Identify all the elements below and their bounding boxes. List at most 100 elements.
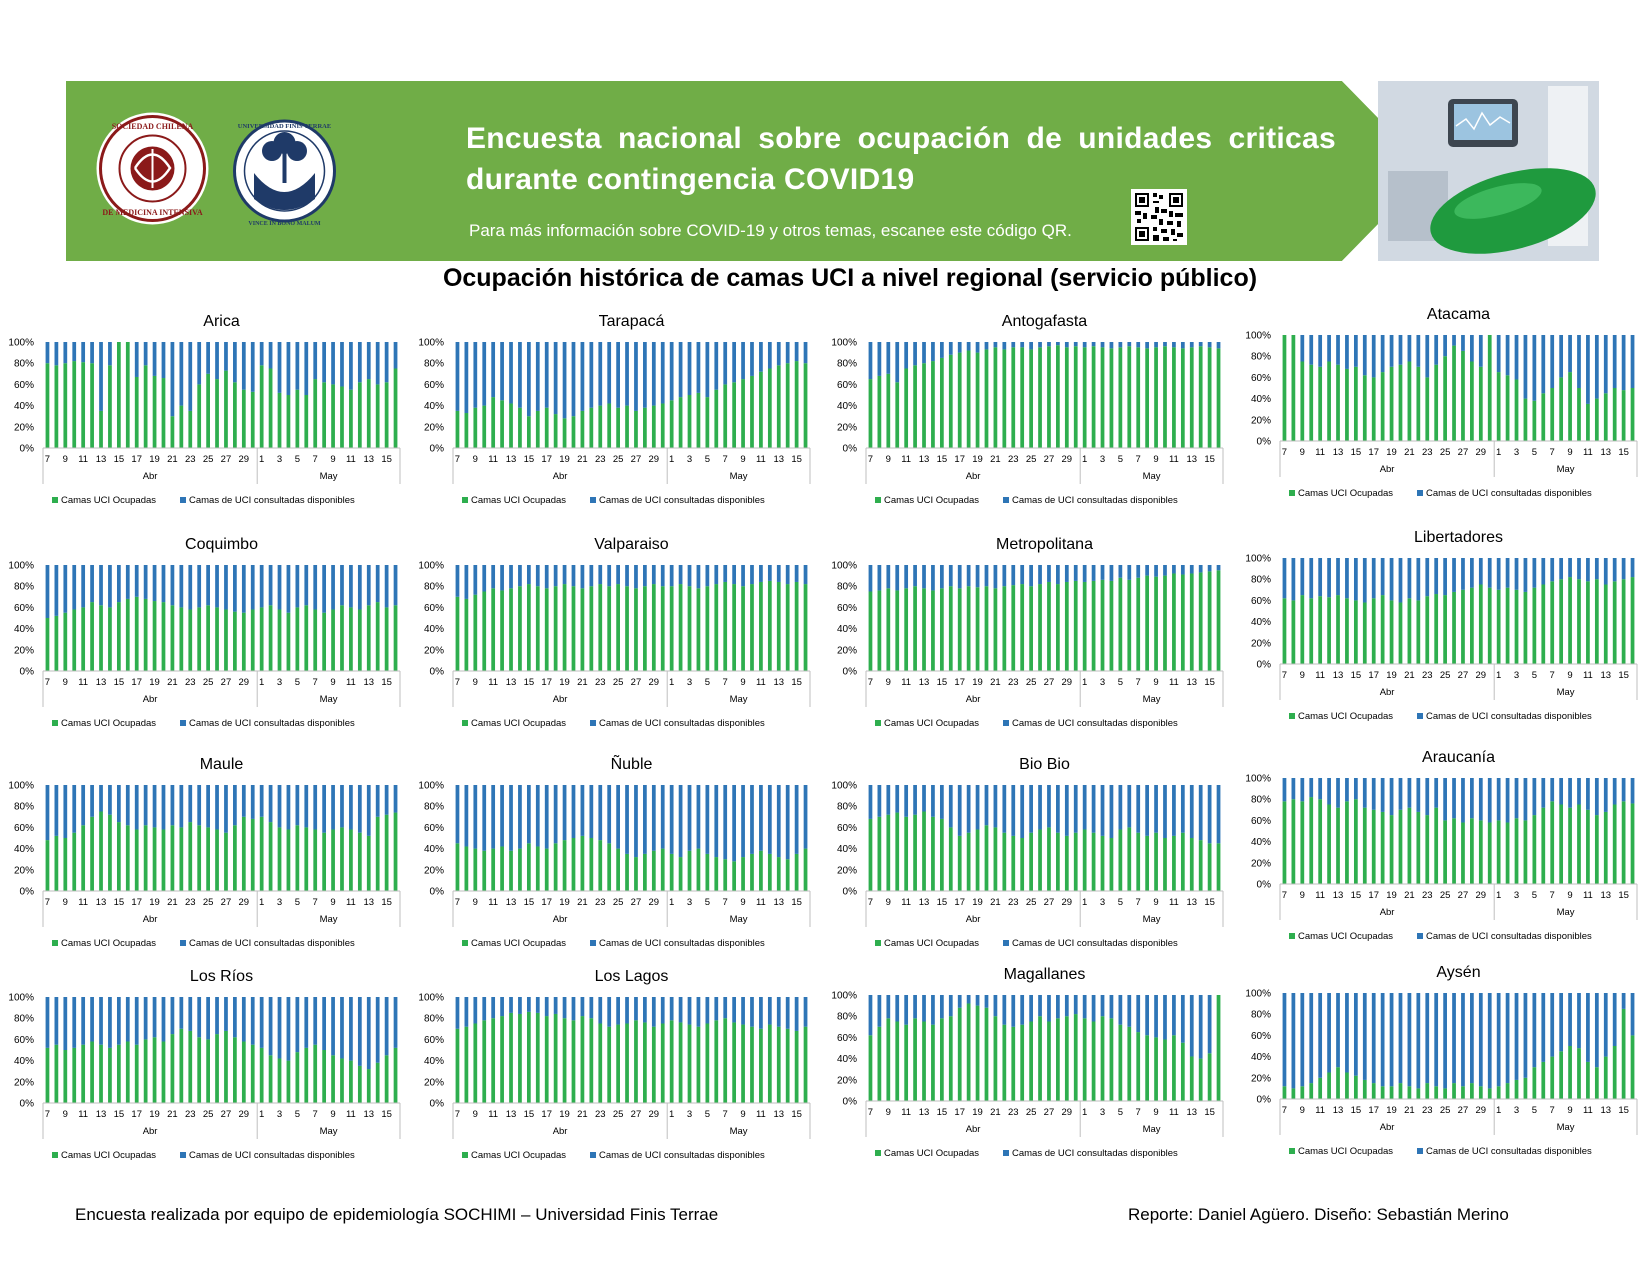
- bar-ocupadas: [179, 827, 184, 891]
- bar-disponibles: [643, 785, 647, 854]
- bar-ocupadas: [1345, 801, 1349, 884]
- bar-disponibles: [1291, 778, 1296, 800]
- bar-disponibles: [90, 565, 94, 603]
- x-tick-label: 23: [595, 1109, 606, 1120]
- bar-ocupadas: [651, 1026, 656, 1103]
- bar-disponibles: [1541, 993, 1546, 1062]
- qr-code-icon[interactable]: [1131, 189, 1187, 245]
- bar-ocupadas: [904, 588, 909, 671]
- bar-ocupadas: [99, 605, 103, 671]
- bar-disponibles: [1514, 993, 1519, 1080]
- bar-disponibles: [108, 342, 112, 366]
- bar-ocupadas: [170, 416, 175, 448]
- x-tick-label: 7: [455, 454, 460, 465]
- bar-ocupadas: [1496, 589, 1501, 664]
- bar-disponibles: [455, 997, 460, 1029]
- bar-disponibles: [1282, 993, 1287, 1087]
- x-group-label: May: [1557, 907, 1575, 918]
- bar-ocupadas: [45, 363, 50, 448]
- bar-disponibles: [1398, 558, 1403, 603]
- x-tick-label: 15: [381, 677, 392, 688]
- x-tick-label: 13: [363, 454, 374, 465]
- bar-ocupadas: [259, 365, 264, 448]
- bar-disponibles: [1198, 342, 1203, 347]
- bar-ocupadas: [81, 1044, 86, 1103]
- bar-ocupadas: [1586, 581, 1590, 664]
- bar-ocupadas: [723, 384, 728, 448]
- x-tick-label: 13: [506, 897, 517, 908]
- bar-ocupadas: [1523, 398, 1528, 441]
- x-tick-label: 13: [1333, 670, 1344, 681]
- bar-ocupadas: [1559, 1051, 1564, 1099]
- x-tick-label: 11: [901, 897, 911, 908]
- bar-disponibles: [975, 995, 980, 1006]
- bar-ocupadas: [1172, 573, 1176, 671]
- bar-ocupadas: [1038, 829, 1042, 891]
- bar-disponibles: [931, 342, 935, 362]
- legend-label: Camas de UCI consultadas disponibles: [1012, 495, 1178, 506]
- x-tick-label: 23: [185, 1109, 196, 1120]
- x-tick-label: 15: [791, 677, 802, 688]
- bar-ocupadas: [1362, 1079, 1367, 1099]
- x-tick-label: 21: [167, 1109, 178, 1120]
- x-tick-label: 11: [1169, 1107, 1179, 1118]
- bar-disponibles: [1189, 565, 1194, 574]
- bar-disponibles: [295, 565, 300, 608]
- bar-disponibles: [794, 565, 799, 582]
- bar-disponibles: [1594, 335, 1599, 399]
- bar-disponibles: [1198, 785, 1203, 841]
- x-tick-label: 13: [506, 1109, 517, 1120]
- bar-ocupadas: [1109, 580, 1114, 671]
- x-tick-label: 21: [990, 454, 1001, 465]
- x-group-label: May: [1557, 464, 1575, 475]
- legend-swatch: [1003, 720, 1009, 726]
- x-tick-label: 9: [1300, 1105, 1305, 1116]
- bar-disponibles: [1389, 993, 1394, 1087]
- bar-disponibles: [1389, 778, 1394, 816]
- x-group-label: Abr: [143, 694, 158, 705]
- bar-disponibles: [643, 997, 647, 1023]
- x-tick-label: 5: [705, 677, 710, 688]
- x-tick-label: 7: [313, 454, 318, 465]
- bar-ocupadas: [357, 382, 362, 448]
- bar-disponibles: [108, 565, 112, 608]
- bar-disponibles: [877, 342, 882, 376]
- bar-ocupadas: [170, 605, 175, 671]
- y-tick-label: 60%: [14, 380, 34, 391]
- x-tick-label: 19: [149, 897, 160, 908]
- bar-disponibles: [732, 997, 737, 1023]
- bar-ocupadas: [99, 1044, 103, 1103]
- bar-ocupadas: [1282, 1086, 1287, 1099]
- bar-ocupadas: [340, 605, 344, 671]
- x-group-label: May: [1143, 914, 1161, 925]
- bar-disponibles: [250, 565, 255, 610]
- bar-disponibles: [295, 785, 300, 826]
- bar-ocupadas: [957, 835, 962, 891]
- bar-disponibles: [984, 342, 989, 350]
- bar-ocupadas: [660, 403, 665, 448]
- bar-ocupadas: [984, 586, 989, 671]
- bar-disponibles: [776, 565, 781, 582]
- bar-ocupadas: [518, 407, 522, 448]
- bar-disponibles: [1091, 785, 1096, 833]
- bar-disponibles: [957, 565, 962, 589]
- x-tick-label: 7: [1136, 677, 1141, 688]
- bar-disponibles: [607, 565, 612, 587]
- bar-disponibles: [723, 785, 728, 860]
- x-tick-label: 15: [1204, 454, 1215, 465]
- bar-ocupadas: [535, 586, 540, 671]
- x-tick-label: 21: [990, 1107, 1001, 1118]
- chart-6: Metropolitana 0% 20% 40% 60% 80% 100% 7 9 11 13 15 1…: [823, 528, 1233, 733]
- bar-disponibles: [152, 785, 157, 828]
- x-tick-label: 23: [1422, 670, 1433, 681]
- svg-text:UNIVERSIDAD FINIS TERRAE: UNIVERSIDAD FINIS TERRAE: [238, 123, 331, 130]
- bar-ocupadas: [241, 816, 246, 891]
- y-tick-label: 0%: [843, 667, 858, 678]
- x-tick-label: 13: [506, 454, 517, 465]
- bar-ocupadas: [313, 379, 318, 448]
- bar-ocupadas: [1630, 1035, 1635, 1099]
- bar-disponibles: [233, 565, 237, 612]
- bar-ocupadas: [966, 586, 971, 671]
- bar-disponibles: [1496, 335, 1501, 373]
- bar-disponibles: [957, 342, 962, 353]
